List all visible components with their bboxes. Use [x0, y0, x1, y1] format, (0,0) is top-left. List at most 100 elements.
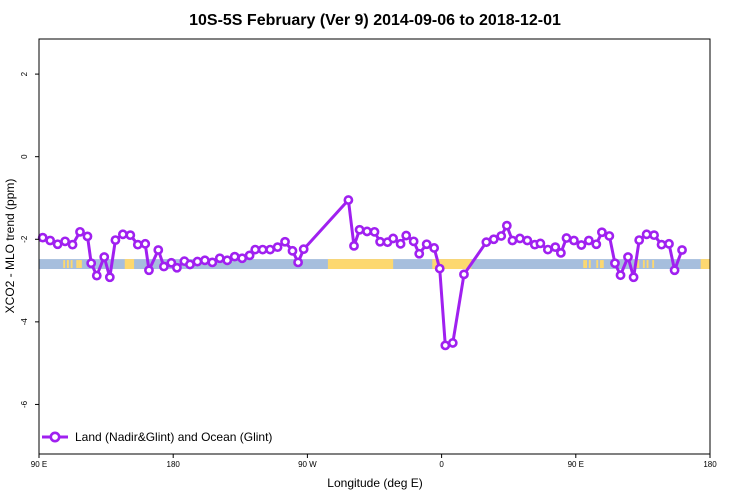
data-point: [375, 236, 385, 247]
legend-marker: [49, 431, 61, 443]
data-point: [265, 244, 276, 255]
land-speck: [652, 260, 655, 269]
data-point: [395, 238, 406, 249]
data-point: [542, 244, 553, 255]
data-point: [349, 240, 359, 251]
data-point: [501, 220, 512, 231]
x-axis-label: Longitude (deg E): [327, 476, 422, 490]
data-point: [421, 239, 432, 250]
data-point: [583, 235, 594, 246]
y-tick-label: -6: [20, 400, 29, 408]
land-segment: [700, 259, 710, 270]
y-axis-label: XCO2 - MLO trend (ppm): [3, 179, 17, 314]
data-point: [104, 272, 115, 283]
data-point: [496, 231, 507, 241]
data-point: [298, 244, 309, 255]
data-point: [669, 265, 680, 276]
data-point: [293, 257, 303, 268]
x-tick-label: 180: [703, 460, 717, 469]
data-point: [222, 255, 233, 266]
data-point: [144, 265, 154, 276]
land-speck: [585, 260, 587, 269]
data-point: [656, 239, 667, 250]
data-point: [110, 235, 121, 245]
data-point: [244, 250, 255, 261]
data-point: [604, 231, 615, 241]
y-tick-label: -2: [20, 235, 29, 243]
data-point: [488, 234, 499, 245]
data-point: [555, 248, 566, 258]
land-segment: [432, 259, 472, 270]
x-tick-label: 0: [439, 460, 444, 469]
x-tick-label: 90 E: [568, 460, 584, 469]
data-point: [192, 256, 203, 267]
land-speck: [70, 260, 73, 269]
x-tick-label: 180: [167, 460, 181, 469]
data-point: [664, 238, 674, 249]
surface-band: [39, 259, 710, 270]
y-tick-label: -4: [20, 318, 29, 326]
data-point: [591, 239, 602, 250]
data-point: [172, 262, 182, 273]
land-speck: [600, 260, 604, 269]
data-point: [199, 255, 210, 266]
plot-frame: [38, 38, 711, 455]
land-speck: [596, 260, 599, 269]
data-point: [434, 263, 445, 274]
data-point: [153, 245, 164, 255]
data-point: [214, 253, 225, 264]
land-speck: [76, 260, 79, 269]
data-point: [576, 240, 587, 250]
data-point: [507, 235, 518, 246]
data-point: [408, 236, 419, 247]
data-point: [250, 244, 261, 255]
land-speck: [78, 260, 82, 269]
legend: Land (Nadir&Glint) and Ocean (Glint): [42, 430, 272, 444]
chart-title: 10S-5S February (Ver 9) 2014-09-06 to 20…: [189, 12, 561, 29]
series-line: [42, 198, 684, 347]
data-point: [45, 235, 56, 246]
data-point: [52, 239, 63, 250]
legend-label: Land (Nadir&Glint) and Ocean (Glint): [75, 430, 272, 444]
data-point: [514, 233, 525, 244]
data-point: [634, 235, 645, 245]
data-point: [369, 226, 380, 237]
data-point: [362, 226, 372, 237]
y-tick-label: 0: [20, 154, 29, 159]
land-speck: [588, 260, 591, 269]
series-layer: [37, 195, 687, 351]
data-point: [37, 232, 48, 243]
data-point: [459, 269, 469, 280]
data-point: [561, 233, 572, 243]
y-axis: 2 0 -2 -4 -6: [20, 71, 39, 408]
data-point: [354, 224, 365, 235]
land-segment: [124, 259, 135, 270]
data-point: [86, 258, 97, 269]
data-point: [207, 257, 218, 268]
data-point: [447, 338, 458, 348]
data-point: [628, 272, 639, 283]
data-point: [125, 230, 136, 241]
data-point: [615, 270, 626, 281]
data-point: [185, 259, 195, 270]
data-point: [280, 236, 290, 247]
data-point: [610, 258, 620, 269]
x-tick-label: 90 W: [298, 460, 317, 469]
data-point: [166, 257, 177, 268]
data-point: [401, 230, 412, 241]
data-point: [522, 235, 533, 246]
land-speck: [63, 260, 66, 269]
data-point: [67, 239, 78, 250]
data-point: [60, 236, 70, 247]
data-point: [287, 245, 298, 256]
land-segment: [327, 259, 394, 270]
land-speck: [66, 260, 69, 269]
data-point: [343, 195, 354, 205]
data-point: [91, 270, 102, 281]
data-point: [535, 238, 546, 249]
plot-area: [37, 38, 711, 455]
data-point: [429, 243, 440, 253]
data-point: [272, 242, 283, 253]
data-point: [649, 230, 659, 241]
